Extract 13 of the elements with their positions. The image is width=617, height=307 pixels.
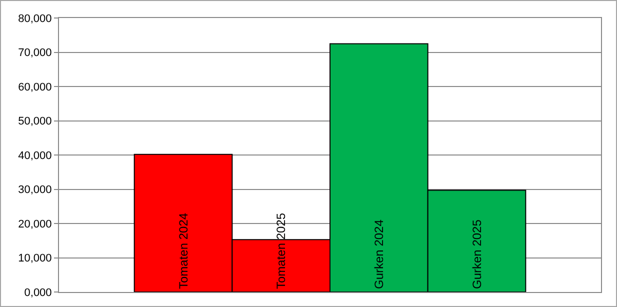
- y-tick-label: 80,000: [18, 12, 52, 25]
- x-tick-label: Tomaten 2024: [176, 212, 190, 289]
- y-tick-label: 40,000: [18, 150, 52, 162]
- x-tick-label: Gurken 2025: [470, 219, 484, 289]
- y-tick-label: 30,000: [18, 184, 52, 196]
- y-tick-label: 60,000: [18, 81, 52, 94]
- y-tick-label: 50,000: [18, 116, 52, 128]
- y-tick-label: 70,000: [18, 47, 52, 60]
- y-tick-label: 20,000: [18, 218, 52, 230]
- y-tick-label: 10,000: [18, 252, 52, 265]
- x-tick-label: Gurken 2024: [372, 219, 386, 289]
- y-tick-label: 0,000: [24, 286, 52, 299]
- x-tick-label: Tomaten 2025: [274, 212, 288, 289]
